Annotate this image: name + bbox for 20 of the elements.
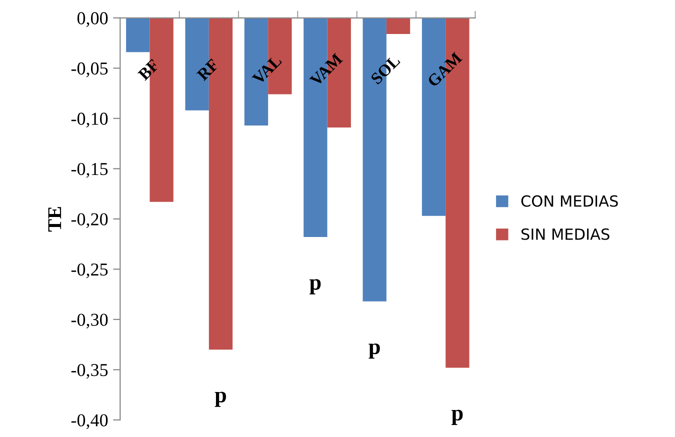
y-tick-label: -0,25 [71,263,108,278]
x-tick-label: VAL [252,54,282,86]
y-tick-label: -0,10 [71,112,108,128]
y-tick-label: -0,20 [71,213,108,228]
x-tick-label: RF [196,58,220,82]
legend-label: CON MEDIAS [521,195,618,207]
annotation: p [452,410,463,425]
y-tick-label: -0,35 [71,364,108,379]
y-tick-label: -0,05 [71,62,108,78]
y-tick-label: 0,00 [77,12,108,27]
y-tick-label: -0,30 [71,314,108,328]
x-tick-label: BF [138,58,160,81]
annotation: p [310,279,321,294]
annotation: p [214,392,226,407]
legend-label: SIN MEDIAS [522,228,610,240]
y-tick-label: -0,40 [71,414,108,429]
y-axis-title: TE [48,206,62,232]
x-tick-label: SOL [370,54,401,85]
annotation: p [368,343,380,359]
y-tick-label: -0,15 [71,162,108,178]
